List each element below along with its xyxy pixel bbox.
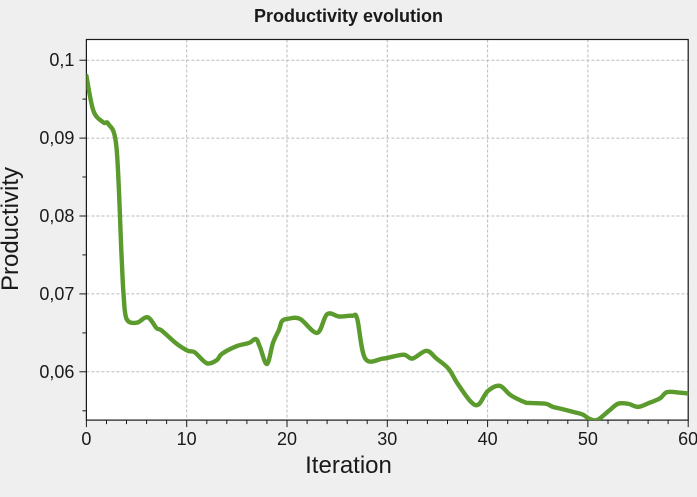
svg-text:40: 40 <box>478 429 498 449</box>
svg-text:0,06: 0,06 <box>39 362 74 382</box>
svg-text:10: 10 <box>177 429 197 449</box>
svg-text:30: 30 <box>377 429 397 449</box>
svg-text:50: 50 <box>578 429 598 449</box>
svg-text:20: 20 <box>277 429 297 449</box>
svg-text:0,08: 0,08 <box>39 206 74 226</box>
svg-text:0,09: 0,09 <box>39 128 74 148</box>
svg-text:0,07: 0,07 <box>39 284 74 304</box>
svg-text:60: 60 <box>678 429 697 449</box>
svg-text:0: 0 <box>81 429 91 449</box>
svg-text:0,1: 0,1 <box>49 50 74 70</box>
